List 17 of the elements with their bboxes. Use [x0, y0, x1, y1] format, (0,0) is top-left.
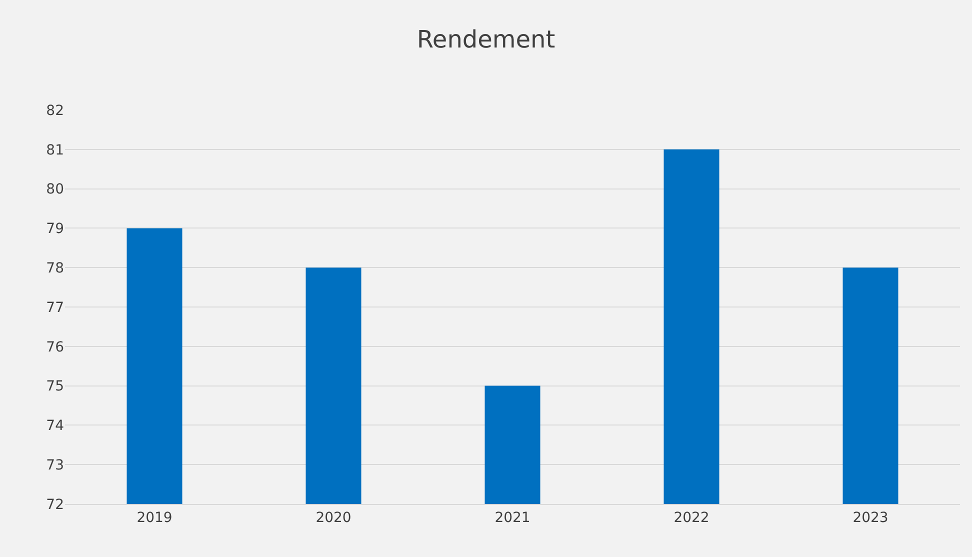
y-tick-label: 78 [46, 260, 64, 276]
y-tick-label: 82 [46, 102, 64, 119]
chart-title: Rendement [416, 25, 556, 54]
y-tick-label: 79 [46, 221, 64, 238]
x-tick-label: 2019 [136, 510, 172, 526]
y-tick-label: 77 [46, 300, 64, 316]
x-tick-label: 2021 [494, 510, 530, 526]
x-tick-label: 2022 [674, 510, 710, 526]
y-tick-label: 76 [46, 339, 64, 356]
y-tick-label: 72 [46, 496, 64, 513]
y-tick-label: 81 [46, 142, 64, 158]
y-tick-label: 75 [46, 378, 64, 395]
x-tick-label: 2020 [316, 510, 352, 526]
x-tick-label: 2023 [852, 510, 888, 526]
y-tick-label: 74 [46, 418, 64, 434]
y-tick-label: 73 [46, 458, 64, 474]
y-tick-label: 80 [46, 182, 64, 198]
